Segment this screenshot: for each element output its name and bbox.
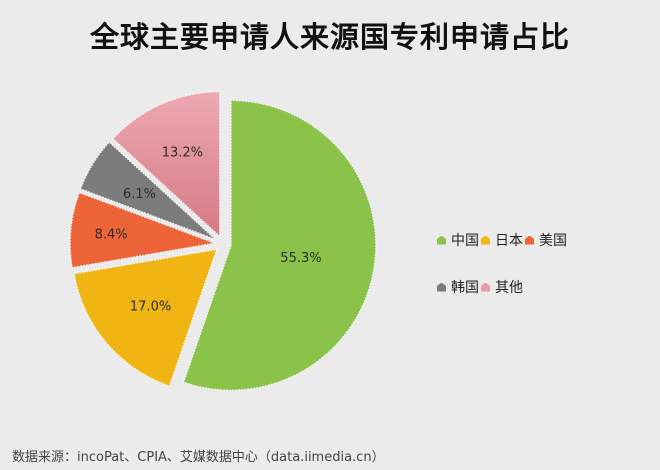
legend-marker-icon bbox=[481, 235, 490, 245]
pie-slice-4[interactable] bbox=[79, 140, 217, 241]
pie-slice-1[interactable] bbox=[182, 99, 377, 392]
legend-marker-icon bbox=[437, 282, 446, 292]
legend: 中国 日本 美国 韩国 其他 bbox=[437, 230, 597, 324]
pie-slice-3[interactable] bbox=[69, 191, 218, 269]
slice-value-label: 6.1% bbox=[123, 187, 156, 202]
legend-label: 美国 bbox=[539, 233, 567, 249]
legend-item-korea[interactable]: 韩国 bbox=[437, 277, 479, 297]
chart-title: 全球主要申请人来源国专利申请占比 bbox=[89, 20, 570, 54]
legend-row-1: 中国 日本 美国 bbox=[437, 230, 597, 250]
legend-item-japan[interactable]: 日本 bbox=[481, 230, 523, 250]
pie-labels: 55.3% 17.0% 8.4% 6.1% 13.2% bbox=[95, 146, 322, 315]
legend-item-usa[interactable]: 美国 bbox=[525, 230, 567, 250]
legend-label: 日本 bbox=[495, 233, 523, 249]
legend-label: 其他 bbox=[495, 280, 523, 296]
legend-marker-icon bbox=[437, 235, 446, 245]
pie-slice-2[interactable] bbox=[73, 248, 219, 388]
slice-value-label: 8.4% bbox=[95, 227, 128, 242]
legend-item-china[interactable]: 中国 bbox=[437, 230, 479, 250]
legend-marker-icon bbox=[525, 235, 534, 245]
legend-label: 中国 bbox=[451, 233, 479, 249]
legend-marker-icon bbox=[481, 282, 490, 292]
legend-label: 韩国 bbox=[451, 280, 479, 296]
legend-row-2: 韩国 其他 bbox=[437, 277, 597, 297]
pie-slices bbox=[69, 90, 377, 392]
slice-value-label: 13.2% bbox=[162, 146, 203, 161]
pie-slice-5[interactable] bbox=[111, 90, 221, 239]
legend-item-other[interactable]: 其他 bbox=[481, 277, 523, 297]
slice-value-label: 17.0% bbox=[130, 299, 171, 314]
data-source-note: 数据来源：incoPat、CPIA、艾媒数据中心（data.iimedia.cn… bbox=[12, 450, 385, 465]
slice-value-label: 55.3% bbox=[280, 251, 321, 266]
